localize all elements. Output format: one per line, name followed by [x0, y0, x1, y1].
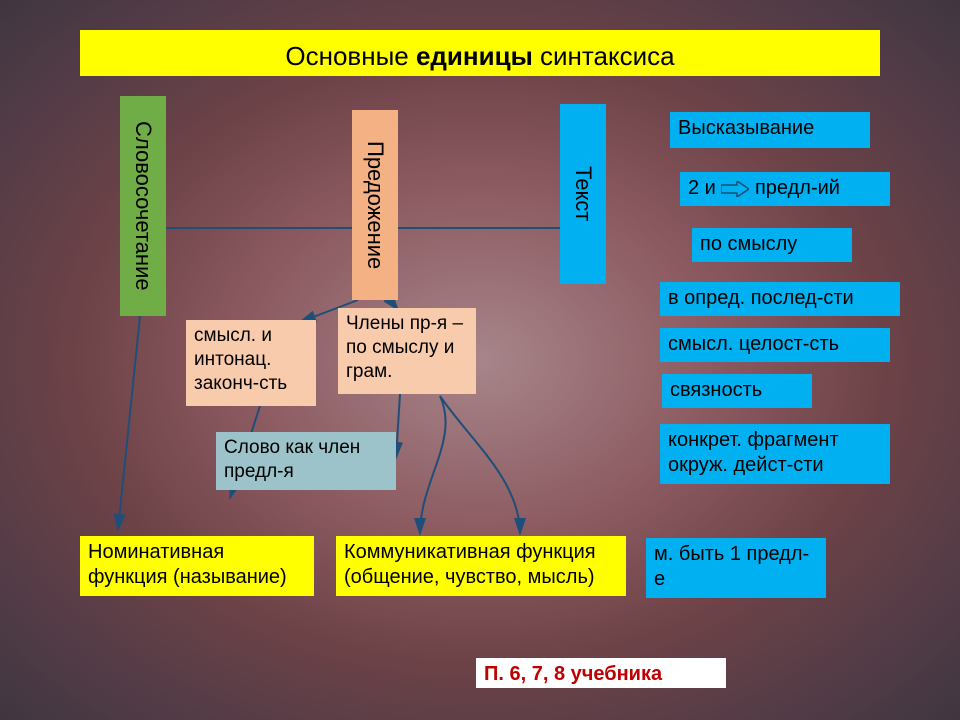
vertical-label-tekst: Текст [560, 104, 606, 284]
node-dvai-pre: 2 и [688, 177, 721, 199]
vertical-label-predlozhenie: Предожение [352, 110, 398, 300]
node-fragment: конкрет. фрагмент окруж. дейст-сти [660, 424, 890, 484]
node-chleny: Члены пр-я – по смыслу и грам. [338, 308, 476, 394]
node-posmyslu: по смыслу [692, 228, 852, 262]
arrow-right-icon [721, 181, 749, 197]
footnote-text: П. 6, 7, 8 учебника [484, 663, 662, 685]
node-slovo_chlen: Слово как член предл-я [216, 432, 396, 490]
title-pre: Основные [285, 41, 416, 71]
vertical-label-slovosochetanie: Словосочетание [120, 96, 166, 316]
footnote: П. 6, 7, 8 учебника [476, 658, 726, 688]
node-mbyt1: м. быть 1 предл-е [646, 538, 826, 598]
node-posled: в опред. послед-сти [660, 282, 900, 316]
node-dvai-post: предл-ий [749, 177, 840, 199]
node-svyaznost: связность [662, 374, 812, 408]
diagram-title: Основные единицы синтаксиса [80, 30, 880, 76]
title-post: синтаксиса [533, 41, 675, 71]
node-kommunik: Коммуникативная функция (общение, чувств… [336, 536, 626, 596]
node-nominativ: Номинативная функция (называние) [80, 536, 314, 596]
title-bold: единицы [416, 41, 533, 71]
node-celost: смысл. целост-сть [660, 328, 890, 362]
node-vyskazyvanie: Высказывание [670, 112, 870, 148]
node-smysl_inton: смысл. и интонац. законч-сть [186, 320, 316, 406]
node-dvai: 2 и предл-ий [680, 172, 890, 206]
